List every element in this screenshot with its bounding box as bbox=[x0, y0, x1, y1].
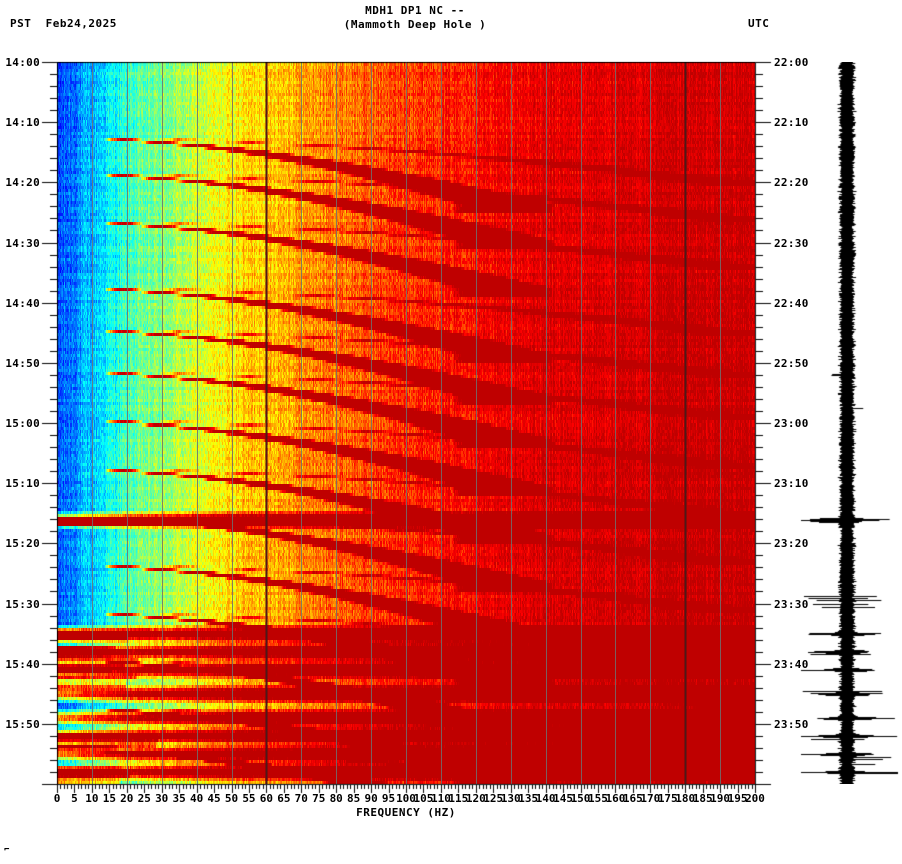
frequency-tick-label: 85 bbox=[347, 792, 361, 805]
right-time-tick-label: 22:50 bbox=[774, 356, 809, 370]
frequency-tick-label: 165 bbox=[622, 792, 643, 805]
right-time-tick-label: 22:30 bbox=[774, 236, 809, 250]
left-time-tick-label: 15:30 bbox=[5, 597, 40, 611]
right-time-tick-label: 22:40 bbox=[774, 296, 809, 310]
left-time-tick-label: 14:30 bbox=[5, 236, 40, 250]
right-time-tick-label: 23:00 bbox=[774, 417, 809, 430]
frequency-tick-label: 75 bbox=[312, 792, 326, 805]
left-time-tick-label: 15:20 bbox=[5, 537, 40, 551]
frequency-tick-label: 35 bbox=[172, 792, 186, 805]
page-subtitle: (Mammoth Deep Hole ) bbox=[343, 18, 487, 31]
frequency-tick-label: 180 bbox=[675, 792, 696, 805]
frequency-tick-label: 155 bbox=[588, 792, 608, 805]
spectrogram-image bbox=[57, 62, 755, 784]
right-time-tick-label: 22:20 bbox=[774, 176, 809, 190]
corner-artifact-mark: ⌐ bbox=[4, 845, 10, 855]
left-time-tick-label: 14:20 bbox=[5, 176, 40, 190]
frequency-tick-label: 25 bbox=[137, 792, 151, 805]
frequency-tick-label: 120 bbox=[465, 792, 486, 805]
frequency-tick-label: 140 bbox=[535, 792, 556, 805]
frequency-tick-label: 105 bbox=[413, 792, 434, 805]
frequency-tick-label: 50 bbox=[224, 792, 239, 805]
frequency-tick-label: 80 bbox=[329, 792, 343, 805]
frequency-tick-label: 20 bbox=[120, 792, 134, 805]
left-time-tick-label: 14:10 bbox=[5, 116, 40, 130]
frequency-tick-label: 95 bbox=[381, 792, 396, 805]
left-time-tick-label: 14:40 bbox=[5, 296, 40, 310]
frequency-tick-label: 145 bbox=[553, 792, 573, 805]
frequency-tick-label: 195 bbox=[727, 792, 748, 805]
helicorder-trace bbox=[800, 62, 900, 784]
left-time-tick-label: 15:40 bbox=[5, 657, 40, 671]
frequency-tick-label: 190 bbox=[710, 792, 731, 805]
frequency-tick-label: 135 bbox=[518, 792, 539, 805]
left-time-tick-label: 14:50 bbox=[5, 356, 40, 370]
frequency-tick-label: 130 bbox=[500, 792, 521, 805]
frequency-tick-label: 70 bbox=[294, 792, 308, 805]
frequency-tick-label: 10 bbox=[85, 792, 99, 805]
frequency-tick-label: 160 bbox=[605, 792, 626, 805]
frequency-tick-label: 185 bbox=[692, 792, 713, 805]
left-time-tick-label: 14:00 bbox=[5, 56, 40, 69]
header-timezone-utc: UTC bbox=[748, 17, 770, 30]
frequency-tick-label: 65 bbox=[277, 792, 291, 805]
frequency-tick-label: 45 bbox=[207, 792, 221, 805]
frequency-tick-label: 170 bbox=[640, 792, 661, 805]
frequency-tick-label: 175 bbox=[657, 792, 678, 805]
frequency-tick-label: 115 bbox=[448, 792, 469, 805]
frequency-tick-label: 40 bbox=[189, 792, 204, 805]
frequency-tick-label: 110 bbox=[430, 792, 451, 805]
left-time-tick-label: 15:10 bbox=[5, 477, 40, 491]
x-axis-title: FREQUENCY (HZ) bbox=[356, 806, 456, 819]
right-time-tick-label: 23:50 bbox=[774, 717, 809, 731]
right-time-tick-label: 22:00 bbox=[774, 56, 809, 69]
left-time-tick-label: 15:50 bbox=[5, 717, 40, 731]
frequency-tick-label: 15 bbox=[102, 792, 116, 805]
right-time-tick-label: 23:40 bbox=[774, 657, 809, 671]
frequency-tick-label: 30 bbox=[155, 792, 169, 805]
frequency-tick-label: 60 bbox=[259, 792, 274, 805]
frequency-tick-label: 90 bbox=[364, 792, 378, 805]
frequency-tick-label: 5 bbox=[71, 792, 78, 805]
frequency-tick-label: 0 bbox=[53, 792, 61, 805]
page-title: MDH1 DP1 NC -- bbox=[365, 4, 465, 17]
left-time-tick-label: 15:00 bbox=[5, 417, 40, 430]
right-time-tick-label: 23:20 bbox=[774, 537, 809, 551]
frequency-tick-label: 200 bbox=[745, 792, 765, 805]
right-time-tick-label: 23:10 bbox=[774, 477, 809, 491]
frequency-tick-label: 125 bbox=[483, 792, 504, 805]
frequency-tick-label: 150 bbox=[570, 792, 591, 805]
right-time-tick-label: 22:10 bbox=[774, 116, 809, 130]
frequency-tick-label: 100 bbox=[396, 792, 416, 805]
right-time-tick-label: 23:30 bbox=[774, 597, 809, 611]
frequency-tick-label: 55 bbox=[242, 792, 256, 805]
